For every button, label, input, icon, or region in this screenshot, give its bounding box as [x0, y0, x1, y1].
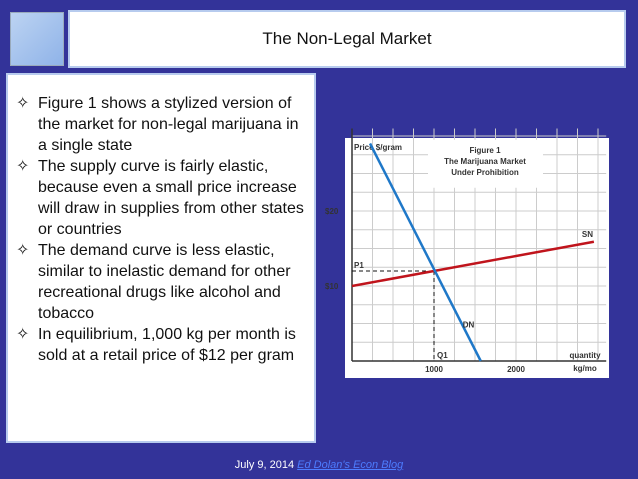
x-tick-label: 2000 — [507, 365, 525, 374]
x-axis-label: kg/mo — [573, 364, 597, 373]
bullet-item: ✧ The supply curve is fairly elastic, bec… — [16, 156, 310, 240]
x-tick-label: 1000 — [425, 365, 443, 374]
chart-title-box — [428, 139, 543, 188]
four-pointed-star-icon: ✧ — [16, 326, 30, 343]
bullet-text: Figure 1 shows a stylized version of the… — [38, 95, 299, 154]
bullet-list: ✧ Figure 1 shows a stylized version of th… — [8, 75, 314, 366]
y-axis-label: Price $/gram — [354, 143, 402, 152]
blog-link[interactable]: Ed Dolan's Econ Blog — [297, 459, 404, 471]
four-pointed-star-icon: ✧ — [16, 242, 30, 259]
y-tick-label: $20 — [325, 207, 339, 216]
y-tick-label: $10 — [325, 282, 339, 291]
bullet-item: ✧ Figure 1 shows a stylized version of th… — [16, 93, 310, 156]
p1-label: P1 — [354, 261, 364, 270]
chart: Figure 1 The Marijuana Market Under Prohib… — [325, 128, 609, 378]
bullet-text: In equilibrium, 1,000 kg per month is so… — [38, 326, 296, 364]
bullet-box: ✧ Figure 1 shows a stylized version of th… — [6, 73, 316, 443]
logo — [10, 12, 64, 66]
bullet-text: The demand curve is less elastic, simila… — [38, 242, 291, 322]
supply-label: SN — [582, 230, 593, 239]
demand-label: DN — [463, 320, 475, 329]
slide-title: The Non-Legal Market — [68, 10, 626, 68]
four-pointed-star-icon: ✧ — [16, 158, 30, 175]
chart-title: Under Prohibition — [451, 168, 519, 177]
footer-date: July 9, 2014 — [234, 459, 295, 471]
supply-curve — [351, 240, 595, 288]
footer: July 9, 2014 Ed Dolan's Econ Blog — [0, 459, 638, 471]
chart-title: The Marijuana Market — [444, 157, 526, 166]
chart-svg: Figure 1 The Marijuana Market Under Prohib… — [325, 128, 607, 374]
four-pointed-star-icon: ✧ — [16, 95, 30, 112]
q1-label: Q1 — [437, 351, 448, 360]
bullet-item: ✧ In equilibrium, 1,000 kg per month is s… — [16, 324, 310, 366]
x-axis-label: quantity — [569, 351, 601, 360]
chart-title: Figure 1 — [469, 146, 501, 155]
bullet-text: The supply curve is fairly elastic, beca… — [38, 158, 304, 238]
demand-curve — [368, 142, 482, 362]
bullet-item: ✧ The demand curve is less elastic, simil… — [16, 240, 310, 324]
